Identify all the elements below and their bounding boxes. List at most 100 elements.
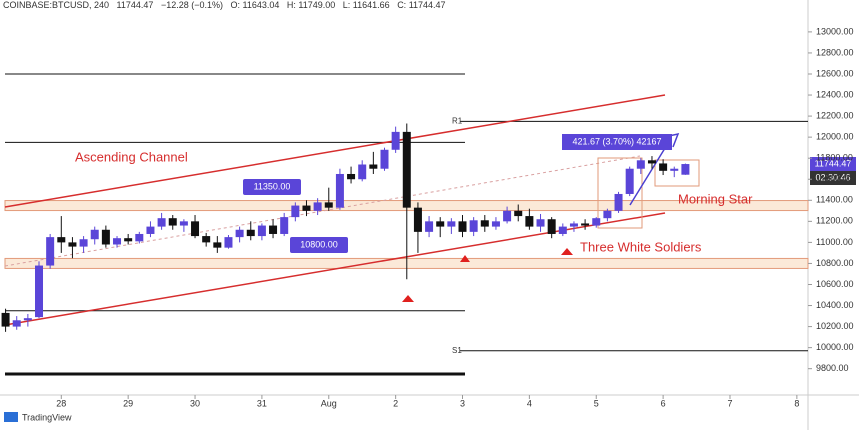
candle-body <box>324 202 333 208</box>
candle-body <box>224 237 233 248</box>
price-tag <box>810 157 856 171</box>
candle-body <box>647 160 656 164</box>
candle-body <box>35 265 44 318</box>
y-tick-label: 12600.00 <box>816 68 854 78</box>
candle-body <box>614 193 623 211</box>
candle-body <box>90 229 99 240</box>
candle-body <box>480 220 489 227</box>
x-tick-label: 4 <box>527 398 532 408</box>
candle-body <box>68 242 77 247</box>
candle-body <box>447 221 456 227</box>
candle-body <box>79 239 88 247</box>
y-tick-label: 12800.00 <box>816 47 854 57</box>
candle-body <box>57 237 66 243</box>
candle-body <box>436 221 445 227</box>
y-tick-label: 10800.00 <box>816 258 854 268</box>
y-tick-label: 10400.00 <box>816 300 854 310</box>
channel-upper <box>4 94 666 208</box>
candle-body <box>335 173 344 208</box>
y-tick-label: 12400.00 <box>816 89 854 99</box>
open: O: 11643.04 <box>230 0 280 10</box>
candle-body <box>670 168 679 171</box>
candle-body <box>369 164 378 169</box>
candle-body <box>558 226 567 234</box>
change: −12.28 (−0.1%) <box>160 0 223 10</box>
symbol: COINBASE:BTCUSD, 240 <box>3 0 110 10</box>
candle-body <box>1 312 10 327</box>
star-box <box>654 159 700 187</box>
candle-body <box>681 164 690 175</box>
x-tick-label: Aug <box>321 398 337 408</box>
candle-body <box>302 205 311 211</box>
countdown-tag <box>810 171 856 185</box>
candle-body <box>191 221 200 237</box>
candle-body <box>425 221 434 232</box>
price: 11744.47 <box>116 0 154 10</box>
countdown: 02:30:46 <box>815 172 850 182</box>
candle-body <box>458 221 467 232</box>
candle-body <box>23 318 32 321</box>
candle-body <box>101 229 110 245</box>
channel-label: Ascending Channel <box>75 149 188 164</box>
candle-body <box>380 149 389 169</box>
candle-body <box>625 168 634 194</box>
candle-body <box>313 202 322 211</box>
candle-body <box>413 207 422 232</box>
zone-tag <box>290 237 348 253</box>
candle-body <box>514 210 523 217</box>
candle-body <box>525 216 534 227</box>
header: COINBASE:BTCUSD, 240 11744.47 −12.28 (−0… <box>3 0 451 10</box>
candle-body <box>469 220 478 232</box>
close: C: 11744.47 <box>397 0 446 10</box>
candle-body <box>581 223 590 226</box>
zone-label: 10800.00 <box>300 239 338 249</box>
y-tick-label: 10600.00 <box>816 279 854 289</box>
candle-body <box>135 233 144 242</box>
soldiers-box <box>597 157 643 229</box>
logo <box>4 412 18 422</box>
y-tick-label: 10200.00 <box>816 321 854 331</box>
candle-body <box>659 163 668 171</box>
price-tag-label: 11744.47 <box>815 158 852 168</box>
candle-body <box>213 242 222 248</box>
x-tick-label: 5 <box>594 398 599 408</box>
y-tick-label: 11600.00 <box>816 174 853 184</box>
candle-body <box>536 219 545 227</box>
x-tick-label: 30 <box>190 398 200 408</box>
x-tick-label: 31 <box>257 398 267 408</box>
s1-line-label: S1 <box>452 346 462 355</box>
y-tick-label: 11400.00 <box>816 195 853 205</box>
candle-body <box>168 218 177 226</box>
candle-body <box>146 226 155 234</box>
zone-label: 11350.00 <box>254 181 291 191</box>
candle-body <box>12 320 21 327</box>
soldiers-label: Three White Soldiers <box>580 239 702 254</box>
y-tick-label: 11800.00 <box>816 153 853 163</box>
candle-body <box>391 131 400 150</box>
candle-body <box>358 164 367 180</box>
r1-line-label: R1 <box>452 116 463 125</box>
x-tick-label: 2 <box>393 398 398 408</box>
y-tick-label: 12000.00 <box>816 132 854 142</box>
candle-body <box>280 217 289 234</box>
measure-box <box>562 134 672 150</box>
candle-body <box>46 237 55 266</box>
candle-body <box>636 160 645 169</box>
morning-star-label: Morning Star <box>678 191 753 206</box>
candle-body <box>179 221 188 226</box>
y-tick-label: 12200.00 <box>816 110 854 120</box>
candle-body <box>124 238 133 242</box>
x-tick-label: 8 <box>794 398 799 408</box>
brand: TradingView <box>22 412 72 422</box>
zone-tag <box>243 179 301 195</box>
candle-body <box>235 229 244 238</box>
candle-body <box>503 210 512 222</box>
candle-body <box>603 210 612 219</box>
candle-body <box>257 225 266 237</box>
candle-body <box>291 205 300 218</box>
candle-body <box>246 229 255 237</box>
y-tick-label: 9800.00 <box>816 363 849 373</box>
candle-body <box>547 219 556 234</box>
